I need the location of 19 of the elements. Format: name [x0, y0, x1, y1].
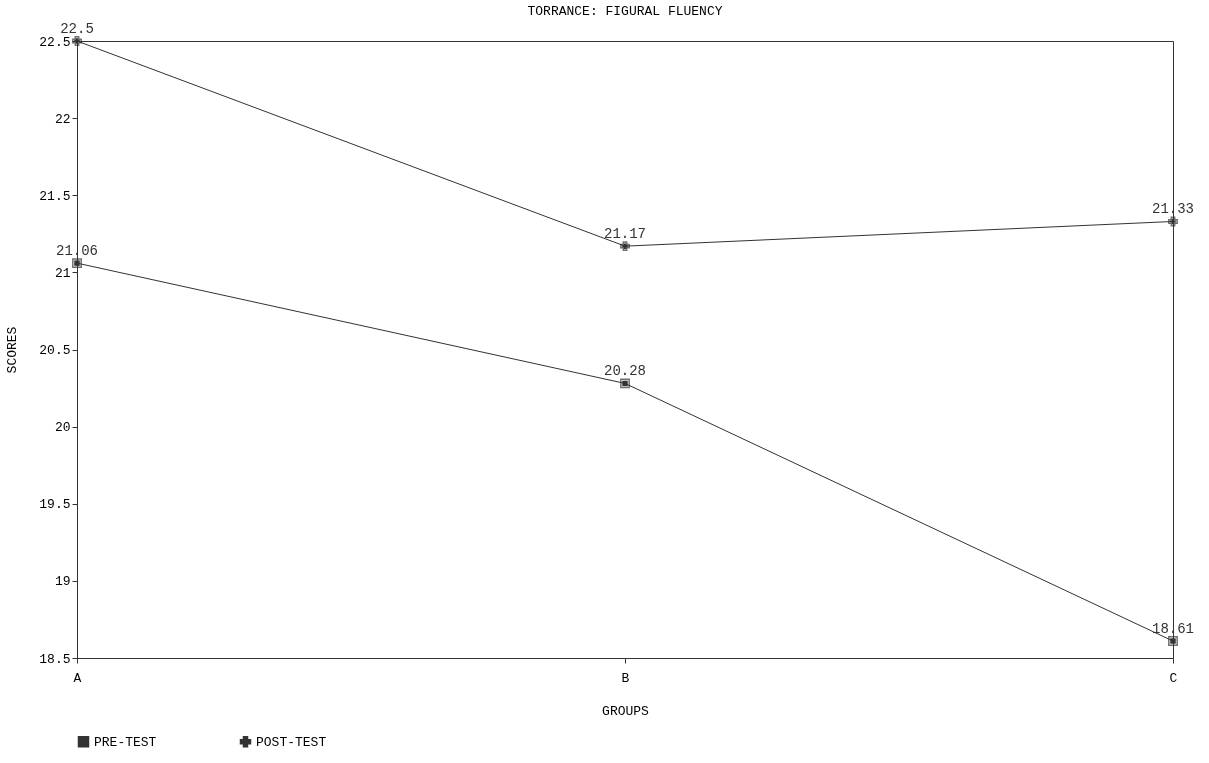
y-tick-label: 22.5 [39, 34, 71, 50]
y-tick-label: 21 [54, 265, 71, 281]
legend-label: POST-TEST [256, 734, 327, 750]
y-tick-label: 19.5 [39, 497, 71, 513]
chart-title: TORRANCE: FIGURAL FLUENCY [527, 4, 723, 19]
x-tick-label: B [621, 670, 630, 686]
data-label: 20.28 [603, 363, 647, 380]
x-axis-title: GROUPS [602, 703, 650, 719]
legend-label: PRE-TEST [94, 734, 157, 750]
data-label: 21.17 [603, 226, 647, 243]
y-tick-label: 22 [54, 111, 71, 127]
y-tick-label: 19 [54, 574, 71, 590]
y-tick-label: 18.5 [39, 651, 71, 667]
y-tick-label: 20 [54, 420, 71, 436]
y-tick-label: 20.5 [39, 343, 71, 358]
y-tick-label: 21.5 [39, 188, 71, 204]
x-tick-label: C [1169, 670, 1178, 686]
y-axis-title: SCORES [5, 326, 21, 374]
x-tick-label: A [73, 670, 82, 686]
